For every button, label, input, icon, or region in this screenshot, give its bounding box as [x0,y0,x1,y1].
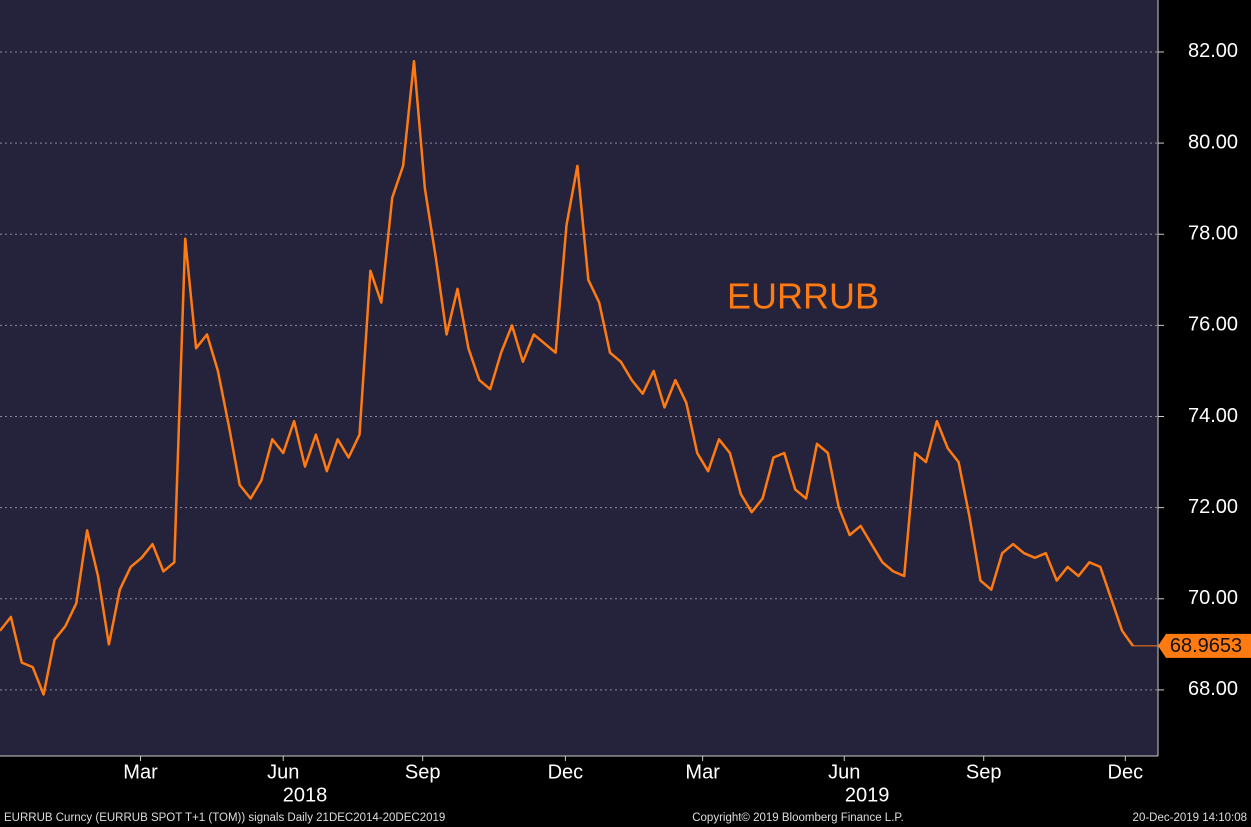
x-tick-label: Mar [685,761,720,783]
y-tick-label: 72.00 [1188,496,1238,518]
y-tick-label: 76.00 [1188,314,1238,336]
year-label: 2019 [845,784,890,806]
x-tick-label: Jun [828,761,860,783]
x-tick-label: Dec [548,761,584,783]
last-value-label: 68.9653 [1170,635,1242,657]
footer-right: 20-Dec-2019 14:10:08 [1133,812,1247,824]
footer-left: EURRUB Curncy (EURRUB SPOT T+1 (TOM)) si… [4,812,445,824]
y-tick-label: 78.00 [1188,223,1238,245]
x-tick-label: Sep [405,761,441,783]
footer-center: Copyright© 2019 Bloomberg Finance L.P. [692,812,904,824]
x-tick-label: Jun [267,761,299,783]
plot-background [0,0,1158,756]
y-tick-label: 68.00 [1188,678,1238,700]
annotation: EURRUB [727,276,879,317]
year-label: 2018 [283,784,328,806]
y-tick-label: 82.00 [1188,40,1238,62]
x-tick-label: Mar [123,761,158,783]
line [0,59,1134,696]
y-tick-label: 70.00 [1188,587,1238,609]
x-tick-label: Sep [966,761,1002,783]
last-value-box [1158,633,1251,658]
y-tick-label: 80.00 [1188,131,1238,153]
x-tick-label: Dec [1108,761,1144,783]
y-tick-label: 74.00 [1188,405,1238,427]
